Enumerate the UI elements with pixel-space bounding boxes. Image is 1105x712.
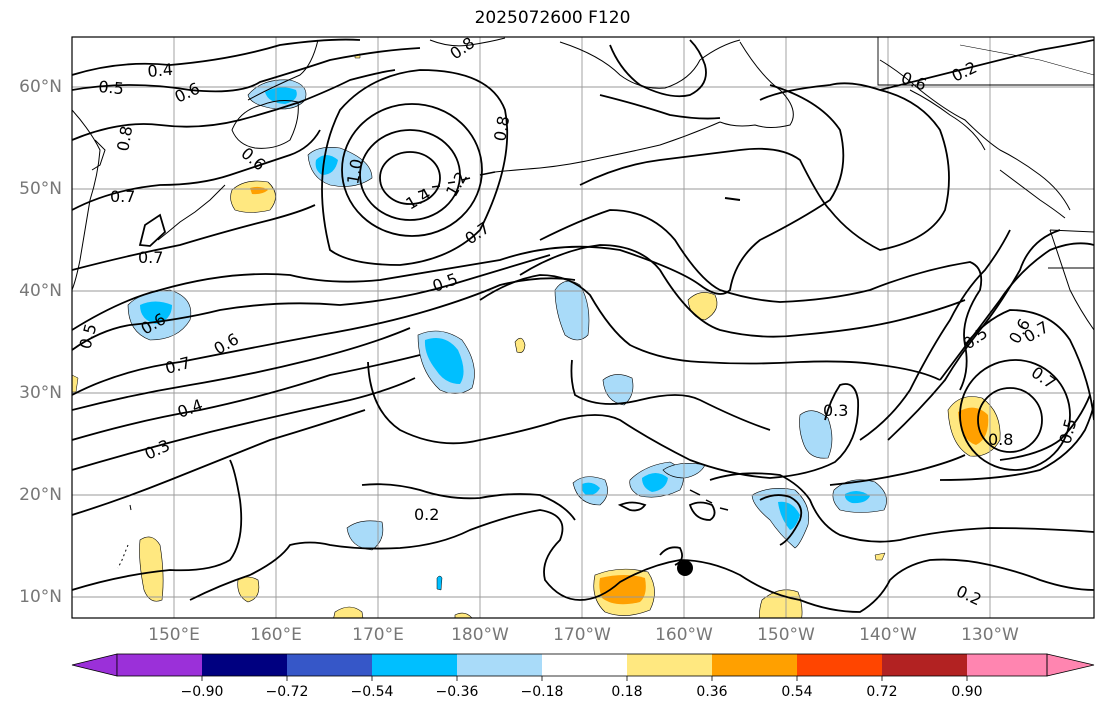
- lon-label-150w: 150°W: [757, 625, 815, 645]
- contour-label: 0.8: [490, 114, 513, 142]
- chart-title: 2025072600 F120: [474, 8, 631, 28]
- contour-label: 0.7: [1028, 363, 1060, 393]
- coastlines: [72, 37, 1094, 569]
- colorbar-tick-label: 0.72: [866, 684, 898, 700]
- lon-label-180w: 180°W: [451, 625, 509, 645]
- colorbar-tick-label: −0.36: [435, 684, 479, 700]
- lat-label-50n: 50°N: [19, 179, 62, 199]
- lat-label-60n: 60°N: [19, 77, 62, 97]
- colorbar-tick-label: −0.18: [520, 684, 564, 700]
- contour-label: 0.2: [414, 505, 439, 524]
- contour-label: 0.7: [110, 187, 135, 206]
- lon-label-160e: 160°E: [250, 625, 302, 645]
- contour-label: 0.6: [211, 329, 243, 358]
- lat-label-40n: 40°N: [19, 281, 62, 301]
- contour-label: 0.7: [138, 248, 163, 267]
- contour-label: 0.4: [175, 395, 205, 422]
- lat-label-20n: 20°N: [19, 485, 62, 505]
- colorbar-tick-label: 0.18: [611, 684, 643, 700]
- contour-label: 0.2: [953, 581, 984, 609]
- lon-label-170w: 170°W: [553, 625, 611, 645]
- gridlines: [72, 37, 1094, 618]
- contour-label: 0.5: [98, 77, 125, 98]
- contour-label: 0.3: [142, 436, 173, 464]
- shading-layer: [72, 53, 1001, 618]
- typhoon-marker: [677, 560, 693, 576]
- contour-label: 0.4: [147, 60, 174, 81]
- colorbar-tick-label: 0.90: [951, 684, 983, 700]
- contour-label: 0.6: [172, 79, 203, 107]
- colorbar-tick-label: −0.72: [265, 684, 309, 700]
- contour-label: 0.2: [949, 58, 980, 86]
- colorbar-tick-label: 0.36: [696, 684, 728, 700]
- contour-label: 0.8: [113, 124, 136, 152]
- lon-label-160w: 160°W: [655, 625, 713, 645]
- contour-label: 0.5: [430, 269, 460, 296]
- contour-label: 0.8: [446, 33, 478, 63]
- lon-label-170e: 170°E: [352, 625, 404, 645]
- map-frame: [71, 36, 1095, 619]
- contour-label: 0.7: [163, 353, 193, 378]
- contour-lines: [72, 38, 1094, 613]
- lat-label-30n: 30°N: [19, 383, 62, 403]
- lon-label-130w: 130°W: [961, 625, 1019, 645]
- lon-label-150e: 150°E: [148, 625, 200, 645]
- contour-label: 0.3: [823, 401, 848, 420]
- contour-label: 1.2: [442, 168, 471, 200]
- contour-label: 1.0: [343, 157, 366, 185]
- contour-label: 0.6: [899, 68, 929, 95]
- contour-label: 0.8: [988, 430, 1013, 449]
- colorbar-tick-label: −0.54: [350, 684, 394, 700]
- colorbar: [71, 653, 1095, 681]
- colorbar-tick-label: −0.90: [180, 684, 224, 700]
- lon-label-140w: 140°W: [859, 625, 917, 645]
- lat-label-10n: 10°N: [19, 587, 62, 607]
- colorbar-tick-label: 0.54: [781, 684, 813, 700]
- contour-label: 0.7: [461, 218, 493, 248]
